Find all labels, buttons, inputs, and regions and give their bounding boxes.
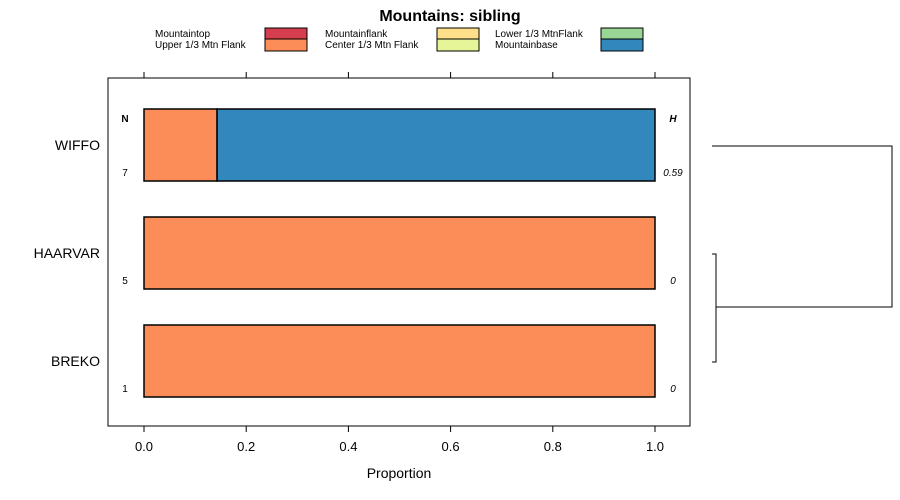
dendrogram-haarvar-breko-branch (712, 253, 717, 363)
legend-label-mountainflank: Mountainflank (325, 29, 388, 40)
bar-breko-upper-1-3-mtn-flank (143, 324, 656, 398)
n-value-wiffo: 7 (122, 168, 128, 179)
x-axis-label: Proportion (367, 465, 432, 481)
legend-label-mountaintop: Mountaintop (155, 29, 210, 40)
legend-swatch-mountainbase (600, 38, 644, 52)
bar-wiffo-upper-1-3-mtn-flank (143, 108, 218, 182)
legend-swatch-lower-1-3-mtnflank (600, 27, 644, 41)
dendrogram (712, 145, 893, 363)
category-labels: WIFFO HAARVAR BREKO (34, 137, 100, 369)
dendrogram-wiffo-branch (712, 145, 893, 308)
legend-label-upper-1-3-mtn-flank: Upper 1/3 Mtn Flank (155, 40, 247, 51)
plot-frame (107, 77, 691, 427)
n-column-header: N (121, 114, 128, 125)
x-axis: 0.0 0.2 0.4 0.6 0.8 1.0 (135, 426, 664, 454)
h-value-breko: 0 (670, 384, 676, 395)
n-value-haarvar: 5 (122, 276, 128, 287)
legend-label-lower-1-3-mtnflank: Lower 1/3 MtnFlank (495, 29, 584, 40)
bars (143, 108, 656, 398)
legend-swatch-upper-1-3-mtn-flank (264, 38, 308, 52)
legend-swatch-mountainflank (436, 27, 480, 41)
n-value-breko: 1 (122, 384, 128, 395)
h-value-haarvar: 0 (670, 276, 676, 287)
x-tick-label: 0.8 (544, 439, 562, 454)
category-label-breko: BREKO (51, 353, 100, 369)
legend-swatch-mountaintop (264, 27, 308, 41)
h-column-header: H (669, 114, 677, 125)
category-label-haarvar: HAARVAR (34, 245, 100, 261)
x-tick-label: 1.0 (646, 439, 664, 454)
h-value-wiffo: 0.59 (663, 168, 683, 179)
bar-wiffo-mountainbase (216, 108, 656, 182)
x-tick-label: 0.2 (237, 439, 255, 454)
legend-label-center-1-3-mtn-flank: Center 1/3 Mtn Flank (325, 40, 419, 51)
legend-label-mountainbase: Mountainbase (495, 40, 558, 51)
x-tick-label: 0.6 (442, 439, 460, 454)
x-tick-label: 0.0 (135, 439, 153, 454)
bar-haarvar-upper-1-3-mtn-flank (143, 216, 656, 290)
top-axis-ticks (143, 72, 656, 78)
legend-swatch-center-1-3-mtn-flank (436, 38, 480, 52)
x-tick-label: 0.4 (339, 439, 357, 454)
n-values: 7 5 1 (122, 168, 128, 395)
category-label-wiffo: WIFFO (55, 137, 100, 153)
h-values: 0.59 0 0 (663, 168, 683, 395)
chart-title: Mountains: sibling (379, 8, 520, 25)
